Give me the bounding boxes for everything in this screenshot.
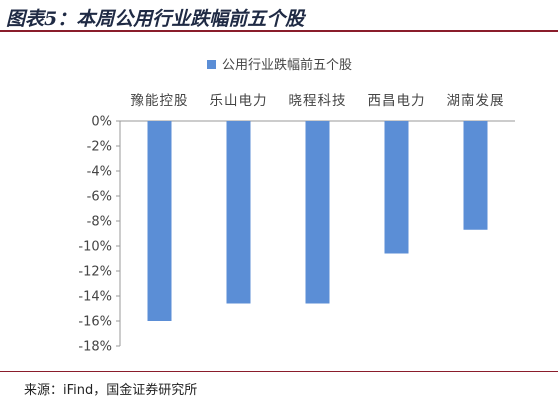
category-label: 乐山电力 xyxy=(210,93,268,109)
y-tick-label: -18% xyxy=(78,340,112,355)
source-note: 来源：iFind，国金证券研究所 xyxy=(24,383,198,398)
y-tick-label: -6% xyxy=(87,190,112,205)
category-labels: 豫能控股 乐山电力 晓程科技 西昌电力 湖南发展 xyxy=(131,93,505,109)
category-label: 西昌电力 xyxy=(368,93,426,109)
y-axis: 0% -2% -4% -6% -8% -10% -12% -14% -16% -18% xyxy=(78,115,515,355)
bar xyxy=(226,121,251,304)
title-divider xyxy=(0,30,558,32)
y-tick-label: -2% xyxy=(87,140,112,155)
bar xyxy=(384,121,409,254)
y-tick-label: -16% xyxy=(78,315,112,330)
bar-chart: 公用行业跌幅前五个股 豫能控股 乐山电力 晓程科技 西昌电力 湖南发展 0% -2% -4%… xyxy=(78,57,515,355)
y-tick-label: -4% xyxy=(87,165,112,180)
category-label: 晓程科技 xyxy=(289,93,347,109)
legend-swatch xyxy=(207,60,216,69)
footer-divider xyxy=(0,371,558,372)
y-tick-label: -8% xyxy=(87,215,112,230)
bar xyxy=(305,121,330,304)
bar xyxy=(463,121,488,230)
category-label: 湖南发展 xyxy=(447,93,505,109)
bars xyxy=(147,121,488,321)
y-tick-label: -12% xyxy=(78,265,112,280)
figure-title: 图表5：本周公用行业跌幅前五个股 xyxy=(6,8,305,30)
y-tick-label: 0% xyxy=(91,115,112,130)
category-label: 豫能控股 xyxy=(131,93,189,109)
bar xyxy=(147,121,172,321)
y-tick-label: -10% xyxy=(78,240,112,255)
chart-legend: 公用行业跌幅前五个股 xyxy=(207,57,352,73)
legend-label: 公用行业跌幅前五个股 xyxy=(222,57,352,73)
y-tick-label: -14% xyxy=(78,290,112,305)
